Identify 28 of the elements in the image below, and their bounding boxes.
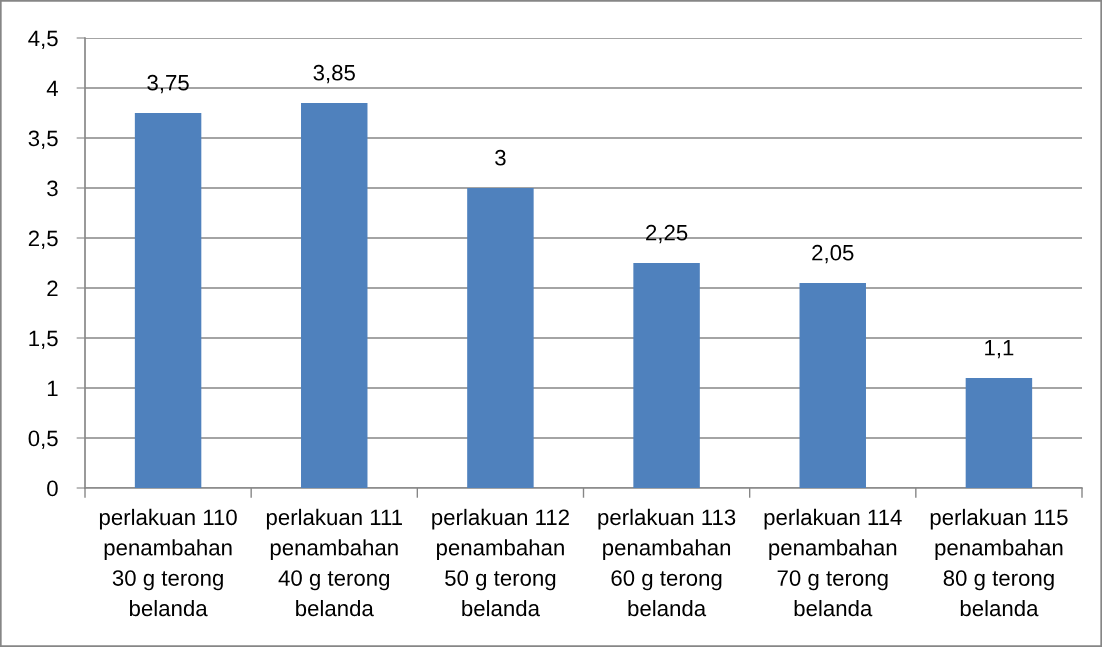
x-tick-label: perlakuan 111 penambahan 40 g terong belanda [266,508,402,617]
data-label: 3,85 [313,64,355,84]
data-label: 2,05 [812,244,854,264]
x-tick-label: perlakuan 110 penambahan 30 g terong belanda [99,508,237,617]
x-tick-label: perlakuan 114 penambahan 70 g terong belanda [764,508,902,617]
x-tick-label: perlakuan 113 penambahan 60 g terong belanda [598,508,736,617]
data-label: 1,1 [985,340,1014,359]
x-tick-label: perlakuan 115 penambahan 80 g terong belanda [930,508,1068,617]
y-tick-label: 4 [46,80,58,97]
y-tick-label: 3,5 [28,130,58,149]
bar [467,188,534,488]
y-tick-label: 1,5 [29,330,58,349]
data-label: 3 [495,149,506,166]
y-tick-label: 0,5 [28,430,58,449]
bar [799,283,866,488]
data-label: 2,25 [646,224,688,244]
bar [134,113,202,488]
y-tick-label: 4,5 [28,30,58,49]
bar [301,103,368,488]
bar [965,378,1033,488]
y-tick-label: 3 [47,180,58,197]
y-tick-label: 2,5 [28,230,58,249]
y-tick-label: 2 [47,280,58,297]
y-tick-label: 0 [47,480,58,497]
bar [633,263,700,488]
x-tick-label: perlakuan 112 penambahan 50 g terong belanda [432,508,569,617]
data-label: 3,75 [147,74,189,94]
y-tick-label: 1 [47,380,58,397]
